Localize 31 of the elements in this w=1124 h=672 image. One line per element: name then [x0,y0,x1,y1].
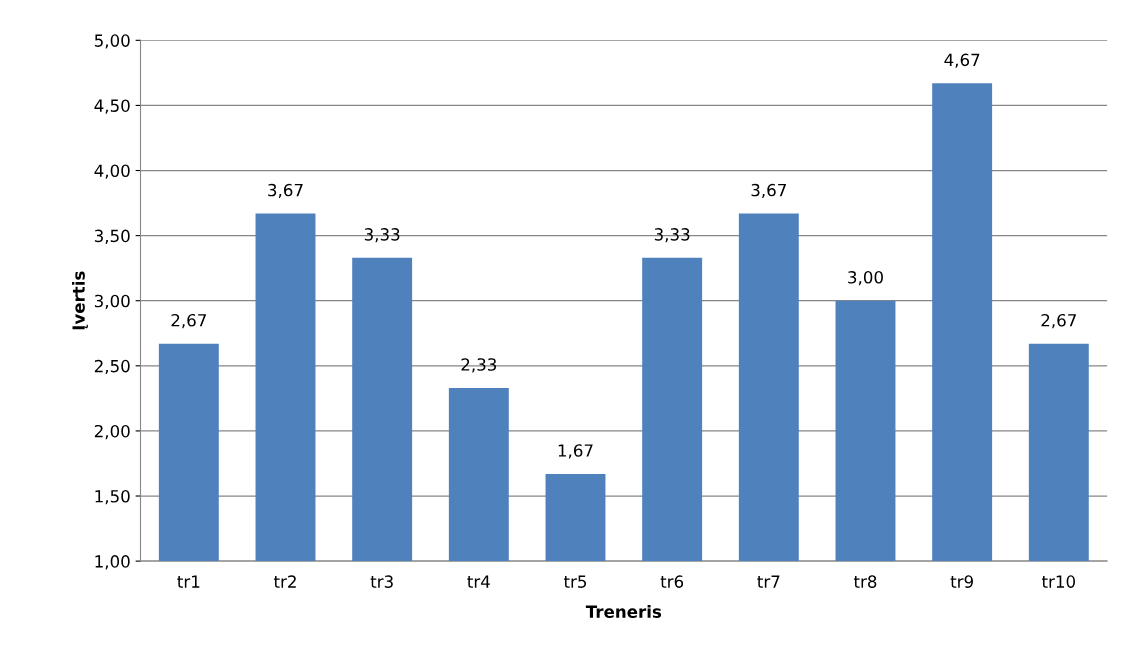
x-tick-label: tr10 [1041,575,1075,588]
x-tick-label: tr9 [950,575,973,588]
x-axis-title: Treneris [585,605,662,618]
data-label: 2,67 [171,313,206,329]
x-tick-label: tr1 [177,575,200,588]
data-label: 3,00 [848,271,883,286]
data-label: 1,67 [558,444,593,459]
x-tick-label: tr6 [660,575,684,588]
y-tick-label: 3,50 [94,229,130,244]
data-label: 3,33 [654,228,690,243]
y-tick-label: 2,50 [94,359,130,375]
x-tick-label: tr3 [370,575,393,588]
data-label: 2,33 [461,358,497,373]
y-tick-label: 1,50 [95,489,130,505]
y-tick-label: 3,00 [94,294,130,309]
data-label: 3,67 [268,183,303,199]
data-label: 2,67 [1041,313,1076,329]
y-axis-title: Įvertis [71,271,88,330]
x-tick-label: tr2 [273,575,296,588]
x-tick-label: tr4 [467,575,490,588]
y-tick-label: 4,00 [94,164,130,179]
y-tick-label: 1,00 [95,555,130,570]
data-label: 4,67 [944,53,980,68]
x-tick-label: tr7 [757,575,780,588]
y-tick-label: 2,00 [94,424,130,440]
y-tick-label: 5,00 [94,34,130,49]
y-tick-label: 4,50 [94,99,130,114]
x-tick-label: tr5 [563,575,587,588]
data-label: 3,33 [364,228,400,243]
data-label: 3,67 [751,183,786,199]
x-tick-label: tr8 [853,575,877,588]
